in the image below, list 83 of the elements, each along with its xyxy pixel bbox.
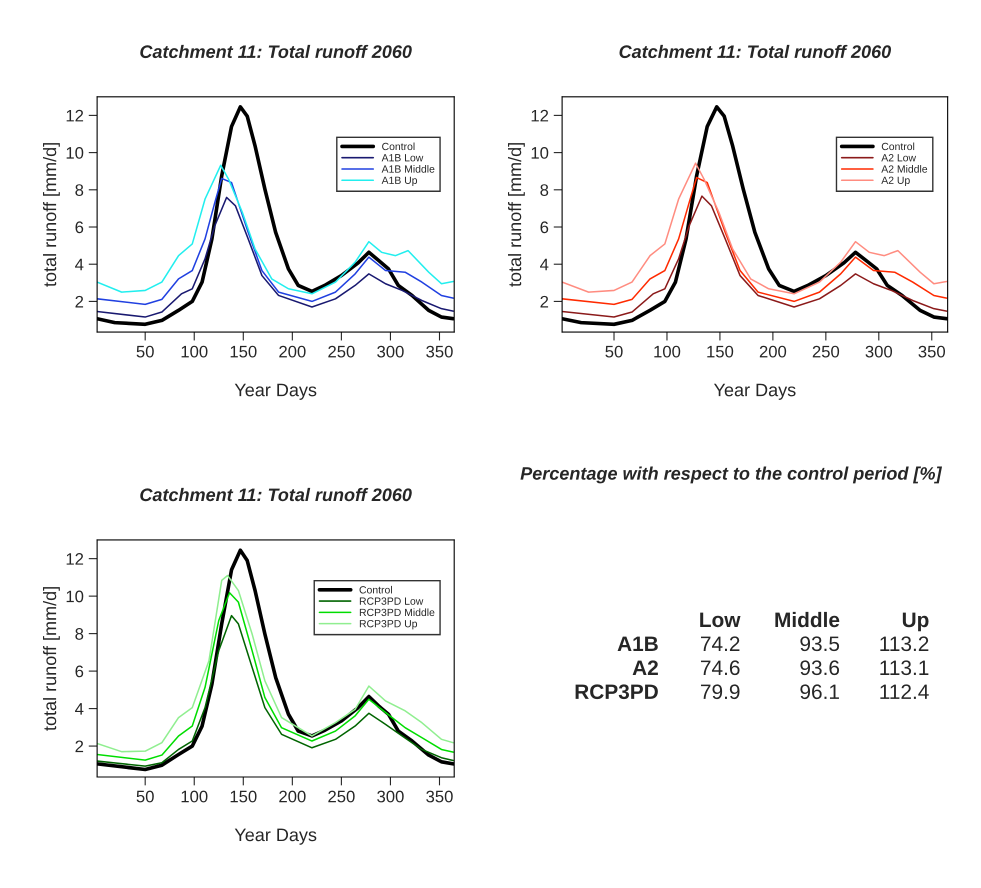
y-tick-label: 2: [75, 296, 84, 308]
y-tick-label: 6: [76, 221, 84, 234]
data-label: 113.2: [880, 636, 928, 652]
y-tick-label: 4: [75, 258, 84, 270]
data-label: 113.1: [880, 660, 928, 676]
data-label: 74.6: [700, 660, 740, 676]
y-axis-title: total runoff [mm/d]: [43, 143, 60, 287]
x-tick-label: 250: [328, 790, 355, 802]
y-tick-label: 10: [66, 147, 84, 159]
x-tick-label: 100: [654, 346, 680, 358]
y-tick-label: 10: [532, 147, 548, 159]
x-tick-label: 300: [377, 790, 404, 802]
category-label: Low: [700, 612, 741, 628]
y-axis-title: total runoff [mm/d]: [508, 143, 525, 287]
x-tick-label: 150: [707, 346, 734, 358]
x-axis-title: Year Days: [234, 828, 316, 845]
y-tick-label: 8: [75, 184, 84, 196]
data-label: 112.4: [880, 684, 929, 699]
chart-title: Catchment 11: Total runoff 2060: [619, 44, 891, 58]
text: RCP3PD: [576, 684, 658, 700]
y-axis-title: total runoff [mm/d]: [43, 587, 60, 731]
chart-title: Catchment 11: Total runoff 2060: [140, 488, 412, 502]
legend-label: A1B Middle: [382, 165, 434, 173]
legend-label: Control: [360, 586, 392, 594]
data-label: 79.9: [700, 684, 740, 700]
legend-label: Control: [382, 142, 414, 150]
x-tick-label: 50: [136, 346, 154, 358]
legend-label: RCP3PD Low: [360, 597, 424, 605]
line-series: [97, 196, 454, 318]
category-label: Middle: [775, 612, 840, 628]
x-axis-title: Year Days: [714, 384, 796, 400]
x-tick-label: 50: [605, 346, 623, 358]
x-tick-label: 150: [230, 790, 257, 802]
x-tick-label: 200: [279, 790, 306, 802]
line-series: [97, 164, 454, 295]
legend-label: A2 Low: [881, 154, 916, 162]
data-label: 96.1: [800, 684, 839, 700]
y-tick-label: 12: [66, 110, 84, 122]
x-tick-label: 300: [866, 346, 892, 358]
y-tick-label: 6: [76, 666, 84, 678]
y-tick-label: 6: [540, 221, 548, 234]
legend-label: A1B Up: [382, 176, 418, 186]
category-label: Up: [902, 612, 929, 632]
y-tick-label: 2: [540, 296, 548, 308]
y-tick-label: 8: [540, 184, 548, 196]
legend-label: A2 Middle: [881, 165, 928, 173]
y-tick-label: 12: [532, 110, 548, 122]
x-axis-title: Year Days: [234, 384, 316, 400]
y-tick-label: 10: [66, 590, 84, 602]
chart-title: Catchment 11: Total runoff 2060: [140, 44, 412, 58]
text: A1B: [618, 636, 658, 651]
legend-label: A2 Up: [881, 176, 910, 186]
x-tick-label: 350: [918, 346, 946, 358]
y-tick-label: 12: [66, 553, 84, 565]
data-label: 74.2: [700, 636, 740, 651]
data-label: 93.6: [800, 660, 840, 676]
line-series: [562, 162, 948, 295]
legend-label: Control: [882, 142, 914, 150]
x-tick-label: 300: [377, 346, 404, 358]
legend-label: RCP3PD Up: [360, 620, 418, 630]
legend-label: A1B Low: [382, 154, 424, 162]
x-tick-label: 350: [426, 790, 453, 802]
line-series: [562, 176, 948, 306]
x-tick-label: 200: [760, 346, 786, 358]
line-series: [97, 614, 454, 767]
line-series: [562, 195, 948, 318]
x-tick-label: 200: [279, 346, 306, 358]
legend-label: RCP3PD Middle: [360, 608, 434, 616]
text: Percentage with respect to the control period [%]: [520, 466, 942, 484]
y-tick-label: 4: [540, 258, 548, 270]
text: A2: [632, 660, 658, 675]
data-label: 93.5: [800, 636, 840, 652]
y-tick-label: 2: [75, 740, 84, 752]
y-tick-label: 4: [75, 703, 84, 715]
x-tick-label: 100: [182, 790, 208, 802]
line-series: [97, 178, 454, 306]
x-tick-label: 250: [812, 346, 840, 358]
x-tick-label: 250: [328, 346, 355, 358]
x-tick-label: 350: [426, 346, 453, 358]
y-tick-label: 8: [75, 628, 84, 640]
x-tick-label: 100: [182, 346, 208, 358]
x-tick-label: 150: [230, 346, 257, 358]
x-tick-label: 50: [136, 790, 154, 802]
